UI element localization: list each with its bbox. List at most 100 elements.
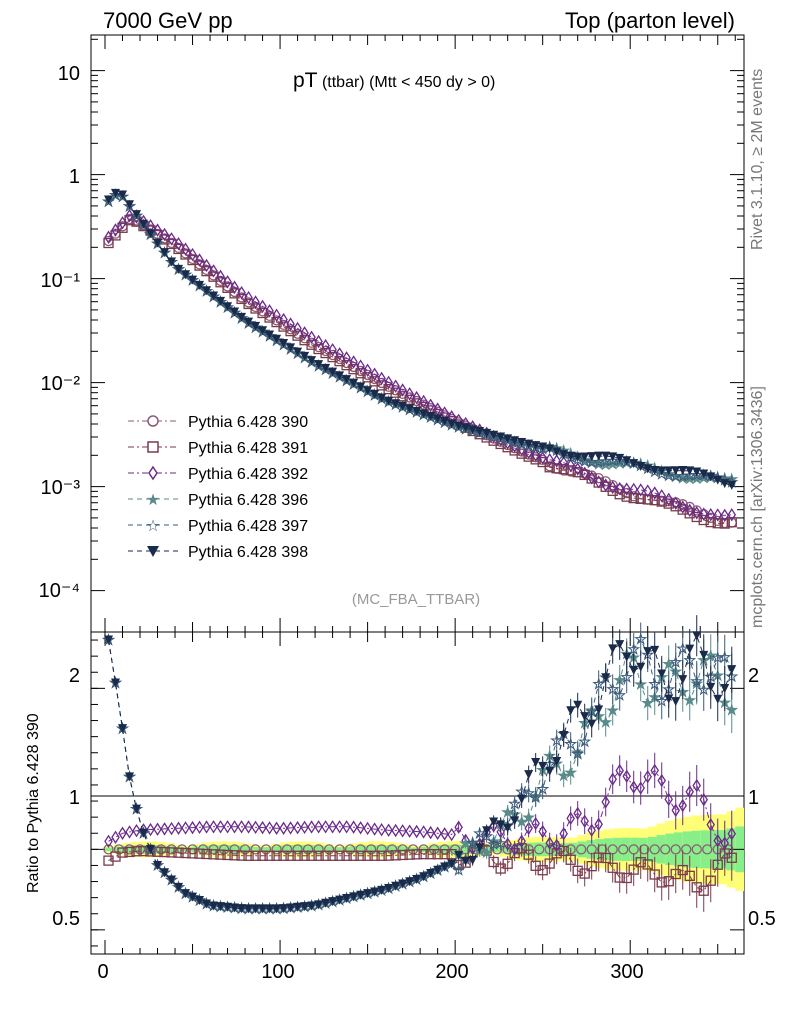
data-point	[418, 849, 429, 860]
data-point	[398, 824, 407, 838]
data-point	[613, 688, 627, 702]
band-green-segment	[568, 842, 578, 856]
data-point	[426, 411, 436, 421]
data-point	[146, 822, 155, 837]
data-point	[580, 814, 589, 828]
data-point	[335, 371, 345, 381]
data-point	[258, 326, 268, 336]
axis-tick-labels: 10 1 10⁻¹ 10⁻² 10⁻³ 10⁻⁴ 2 1 0.5 2 1 0.5…	[39, 63, 776, 983]
data-point	[599, 715, 613, 728]
data-point	[573, 806, 582, 821]
data-point	[160, 822, 169, 836]
legend-entry: ★ Pythia 6.428 396	[128, 490, 308, 509]
data-point	[552, 838, 561, 853]
data-point	[628, 864, 639, 875]
data-point	[545, 766, 555, 776]
data-point	[580, 466, 589, 480]
band-green-segment	[105, 847, 114, 852]
data-point	[649, 495, 660, 506]
data-point	[328, 820, 337, 834]
data-point	[706, 817, 716, 832]
data-point	[649, 869, 660, 880]
data-point	[601, 451, 611, 461]
ratio-series-group	[101, 615, 739, 915]
data-point	[466, 836, 480, 849]
data-point	[720, 508, 730, 523]
data-point	[564, 737, 578, 750]
data-point	[440, 827, 449, 841]
data-point	[194, 260, 205, 271]
band-green-segment	[332, 847, 342, 852]
data-point	[706, 682, 716, 692]
data-point	[342, 375, 352, 385]
data-point	[636, 781, 645, 795]
band-green-segment	[542, 842, 552, 857]
data-point	[607, 862, 618, 873]
data-point	[482, 826, 492, 836]
data-point	[419, 409, 429, 419]
data-point	[705, 875, 716, 886]
data-point	[614, 872, 625, 883]
data-point	[202, 820, 211, 834]
data-point	[209, 264, 218, 278]
data-point	[480, 845, 494, 859]
data-point	[545, 452, 554, 467]
data-point	[636, 462, 646, 472]
data-point	[698, 514, 709, 526]
data-point	[565, 854, 576, 865]
data-point	[502, 858, 513, 869]
data-point	[356, 890, 366, 900]
data-point	[552, 447, 562, 457]
data-point	[447, 419, 457, 429]
data-point	[517, 794, 527, 804]
data-point	[223, 302, 233, 312]
data-point	[608, 480, 617, 495]
legend-marker-triangle	[147, 546, 159, 557]
data-point	[341, 850, 352, 861]
data-point	[209, 901, 219, 911]
data-point	[678, 798, 687, 813]
data-point	[279, 821, 288, 835]
data-point	[404, 849, 415, 860]
data-point	[544, 858, 555, 869]
data-point	[650, 763, 659, 778]
data-point	[727, 480, 737, 490]
data-point	[236, 850, 247, 861]
data-point	[692, 467, 702, 477]
legend-entry: Pythia 6.428 392	[128, 465, 308, 483]
data-point	[104, 195, 114, 205]
data-point	[160, 227, 169, 242]
data-point	[608, 452, 618, 462]
data-point	[531, 441, 541, 451]
series-line	[108, 219, 732, 525]
data-point	[321, 898, 331, 908]
legend-entry: Pythia 6.428 398	[128, 544, 308, 561]
data-point	[699, 650, 709, 660]
data-point	[573, 462, 582, 476]
data-point	[650, 486, 659, 500]
ratio-ytick-label-right: 0.5	[748, 908, 776, 930]
data-point	[405, 824, 414, 838]
data-point	[118, 826, 127, 840]
data-point	[362, 850, 373, 861]
data-point	[683, 693, 697, 707]
data-point	[412, 874, 422, 884]
legend-label: Pythia 6.428 396	[188, 492, 308, 509]
data-point	[440, 862, 450, 872]
data-point	[692, 778, 702, 793]
legend-label: Pythia 6.428 392	[188, 466, 308, 483]
main-series-group	[101, 188, 739, 529]
data-point	[664, 792, 673, 807]
main-panel-frame	[90, 34, 745, 633]
data-point	[671, 803, 680, 818]
data-point	[293, 902, 303, 912]
data-point	[657, 773, 666, 788]
data-point	[419, 872, 429, 882]
data-point	[146, 844, 156, 854]
data-point	[538, 824, 547, 839]
data-point	[321, 820, 330, 834]
data-point	[622, 456, 632, 466]
data-point	[104, 834, 113, 849]
data-point	[475, 843, 485, 853]
data-point	[608, 644, 618, 654]
